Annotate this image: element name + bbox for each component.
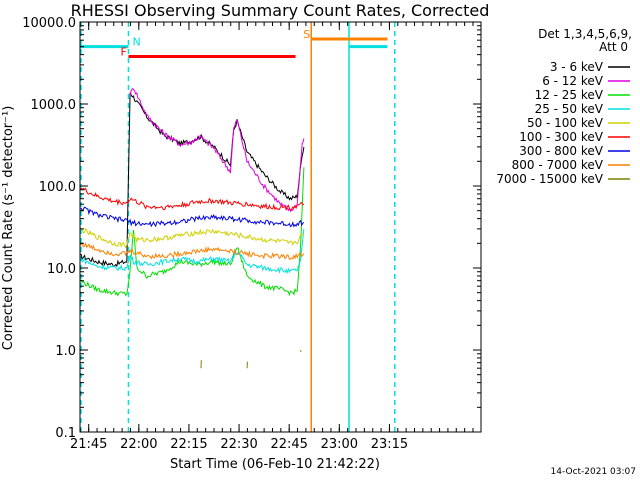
x-axis-label: Start Time (06-Feb-10 21:42:22) xyxy=(170,457,380,472)
legend-entry-label: 100 - 300 keV xyxy=(519,130,603,144)
x-tick-label: 22:15 xyxy=(170,437,207,452)
legend-entry-label: 800 - 7000 keV xyxy=(512,158,604,172)
legend-header-line1: Det 1,3,4,5,6,9, xyxy=(538,27,632,41)
y-tick-label: 10000.0 xyxy=(22,16,76,31)
y-tick-label: 100.0 xyxy=(39,180,76,195)
series-line-6-12keV xyxy=(129,87,305,213)
legend-entry-label: 3 - 6 keV xyxy=(550,60,604,74)
series-line-300-800keV xyxy=(79,206,305,228)
flag-label: N xyxy=(132,36,140,49)
legend-entry-label: 25 - 50 keV xyxy=(535,102,604,116)
series-line-50-100keV xyxy=(79,226,305,249)
footer-timestamp: 14-Oct-2021 03:07 xyxy=(551,467,636,477)
vertical-markers xyxy=(80,22,396,432)
legend-entry-label: 300 - 800 keV xyxy=(519,144,603,158)
legend-entry-label: 50 - 100 keV xyxy=(527,116,604,130)
chart-title: RHESSI Observing Summary Count Rates, Co… xyxy=(71,1,490,20)
y-tick-label: 0.1 xyxy=(55,426,76,441)
series-line-12-25keV xyxy=(79,167,305,297)
series-line-7000-15000keV xyxy=(200,349,302,369)
x-tick-label: 23:00 xyxy=(321,437,358,452)
legend-header-line2: Att 0 xyxy=(599,40,628,54)
flag-bars: NF S xyxy=(80,28,388,58)
legend-entry-label: 12 - 25 keV xyxy=(535,88,604,102)
legend-entry-label: 7000 - 15000 keV xyxy=(496,172,603,186)
flag-label: F xyxy=(120,45,126,58)
series-line-100-300keV xyxy=(79,187,305,211)
legend-entry-label: 6 - 12 keV xyxy=(542,74,604,88)
axes: 0.1 1.0 10.0 100.0 1000.0 10000.0 21:45 22:00 22… xyxy=(22,16,482,452)
x-tick-label: 22:30 xyxy=(220,437,257,452)
x-tick-label: 22:00 xyxy=(120,437,157,452)
plot-frame xyxy=(79,21,482,433)
series-lines xyxy=(79,87,305,369)
y-tick-label: 10.0 xyxy=(47,262,76,277)
series-line-800-7000keV xyxy=(79,241,305,261)
x-tick-label: 23:15 xyxy=(371,437,408,452)
y-tick-label: 1000.0 xyxy=(31,98,77,113)
y-tick-label: 1.0 xyxy=(55,344,76,359)
series-line-3-6keV xyxy=(79,92,305,268)
x-tick-label: 21:45 xyxy=(70,437,107,452)
flag-label: S xyxy=(303,28,310,41)
x-tick-label: 22:45 xyxy=(270,437,307,452)
series-line-25-50keV xyxy=(79,228,305,275)
y-axis-label: Corrected Count Rate (s⁻¹ detector⁻¹) xyxy=(1,106,16,351)
